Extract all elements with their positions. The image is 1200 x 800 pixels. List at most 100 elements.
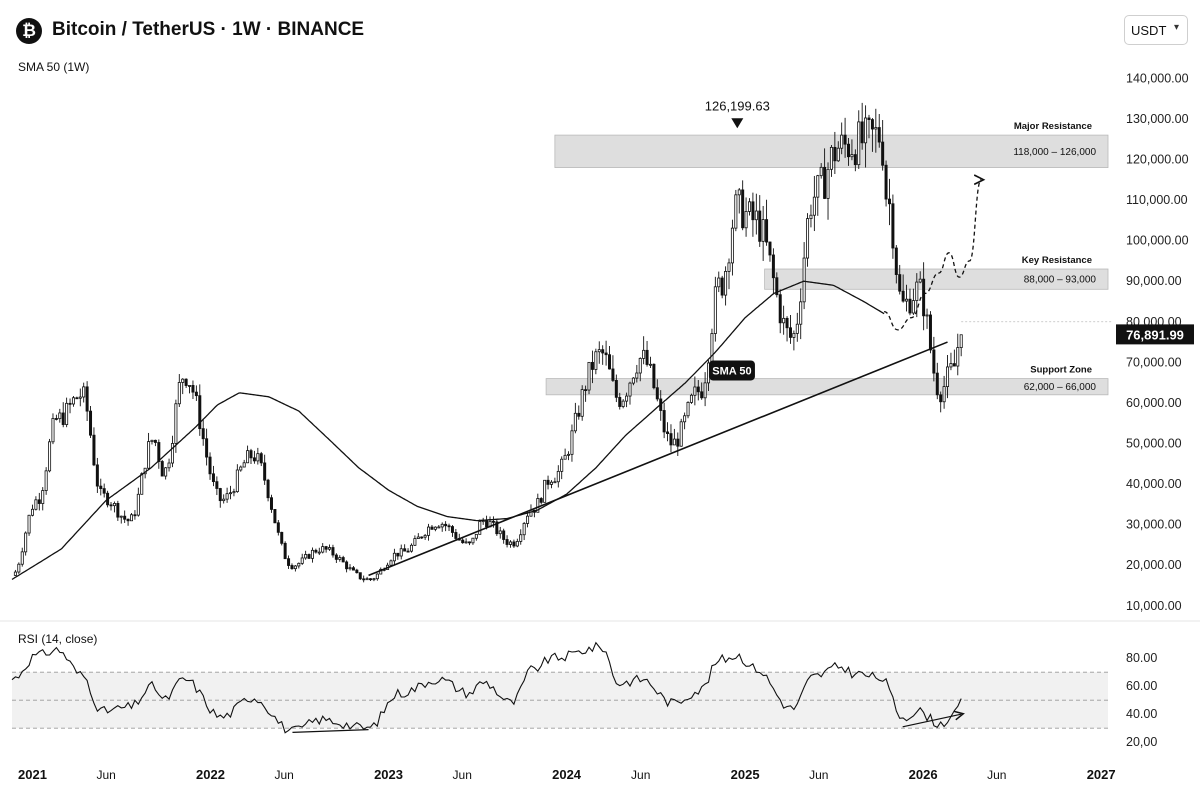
candle-body	[686, 401, 690, 417]
price-axis-tick-label: 10,000.00	[1126, 599, 1182, 613]
candle-body	[608, 354, 612, 370]
candle-body	[423, 534, 427, 538]
candle-body	[392, 552, 396, 562]
candle-body	[843, 134, 847, 145]
candle-body	[222, 498, 226, 502]
candle-body	[683, 415, 687, 423]
candle-body	[89, 410, 93, 436]
candle-body	[174, 403, 178, 444]
candle-body	[413, 538, 417, 546]
candle-body	[652, 363, 656, 389]
candle-body	[293, 565, 297, 570]
price-axis-tick-label: 130,000.00	[1126, 112, 1189, 126]
candle-body	[942, 386, 946, 403]
candle-body	[304, 554, 308, 559]
candle-body	[666, 431, 670, 435]
candle-body	[365, 578, 369, 581]
candle-body	[341, 557, 345, 563]
candle-body	[956, 347, 960, 367]
candle-body	[710, 333, 714, 364]
candle-body	[358, 572, 362, 580]
candle-body	[573, 412, 577, 432]
candle-body	[720, 277, 724, 296]
ath-marker-icon	[731, 118, 744, 129]
candle-body	[188, 385, 192, 387]
candle-body	[911, 300, 915, 314]
price-axis-tick-label: 60,000.00	[1126, 396, 1182, 410]
bitcoin-logo-icon: ₿	[16, 18, 42, 44]
candle-body	[75, 397, 79, 400]
candle-body	[160, 461, 164, 477]
candle-body	[345, 561, 349, 570]
candle-body	[928, 314, 932, 351]
candle-body	[164, 467, 168, 477]
candle-body	[495, 521, 499, 535]
candle-body	[502, 530, 506, 540]
currency-label: USDT	[1131, 22, 1167, 38]
candle-body	[389, 560, 393, 566]
rsi-axis-tick-label: 20,00	[1126, 735, 1157, 749]
candle-body	[331, 547, 335, 556]
candle-body	[894, 247, 898, 275]
candle-body	[198, 395, 202, 430]
sma50-line	[11, 280, 885, 580]
sma50-tag-label: SMA 50	[712, 365, 751, 377]
candle-body	[676, 438, 680, 447]
candle-body	[908, 298, 912, 314]
candle-body	[433, 526, 437, 530]
candle-body	[614, 380, 618, 398]
candle-body	[147, 441, 151, 469]
candle-body	[570, 430, 574, 455]
candle-body	[283, 542, 287, 560]
time-axis-tick-label: Jun	[96, 768, 115, 782]
candle-body	[635, 372, 639, 379]
candle-body	[191, 385, 195, 393]
candle-body	[280, 531, 284, 544]
candle-body	[802, 257, 806, 303]
candle-body	[580, 389, 584, 417]
candle-body	[717, 277, 721, 288]
candle-body	[642, 349, 646, 359]
candle-body	[297, 562, 301, 567]
candle-body	[444, 523, 448, 527]
price-axis-tick-label: 70,000.00	[1126, 355, 1182, 369]
candle-body	[505, 539, 509, 545]
candle-body	[239, 466, 243, 471]
candle-body	[468, 541, 472, 544]
candle-body	[669, 433, 673, 446]
candle-body	[584, 389, 588, 392]
candle-body	[553, 481, 557, 484]
candle-body	[594, 351, 598, 370]
candle-body	[935, 372, 939, 396]
time-axis-tick-label: Jun	[274, 768, 293, 782]
rsi-divergence-line	[292, 729, 369, 733]
price-axis-tick-label: 100,000.00	[1126, 234, 1189, 248]
candle-body	[498, 530, 502, 535]
candle-body	[372, 578, 376, 581]
candle-body	[628, 382, 632, 397]
candle-body	[307, 554, 311, 559]
rsi-line	[11, 641, 962, 734]
candle-body	[925, 314, 929, 317]
last-price-tag	[1116, 324, 1194, 345]
candle-body	[181, 378, 185, 383]
candle-body	[741, 189, 745, 229]
candle-body	[604, 352, 608, 356]
rsi-axis-tick-label: 60.00	[1126, 679, 1157, 693]
candle-body	[713, 286, 717, 334]
candle-body	[597, 349, 601, 353]
candle-body	[430, 526, 434, 530]
candle-body	[396, 552, 400, 557]
candle-body	[778, 294, 782, 324]
candle-body	[782, 317, 786, 324]
candle-body	[409, 544, 413, 552]
currency-dropdown[interactable]: USDT ▾	[1124, 15, 1188, 45]
candle-body	[112, 503, 116, 507]
candle-body	[785, 317, 789, 329]
candle-body	[328, 547, 332, 550]
zone-title: Support Zone	[1030, 365, 1092, 376]
candle-body	[567, 453, 571, 456]
candle-body	[317, 551, 321, 554]
candle-body	[737, 189, 741, 196]
